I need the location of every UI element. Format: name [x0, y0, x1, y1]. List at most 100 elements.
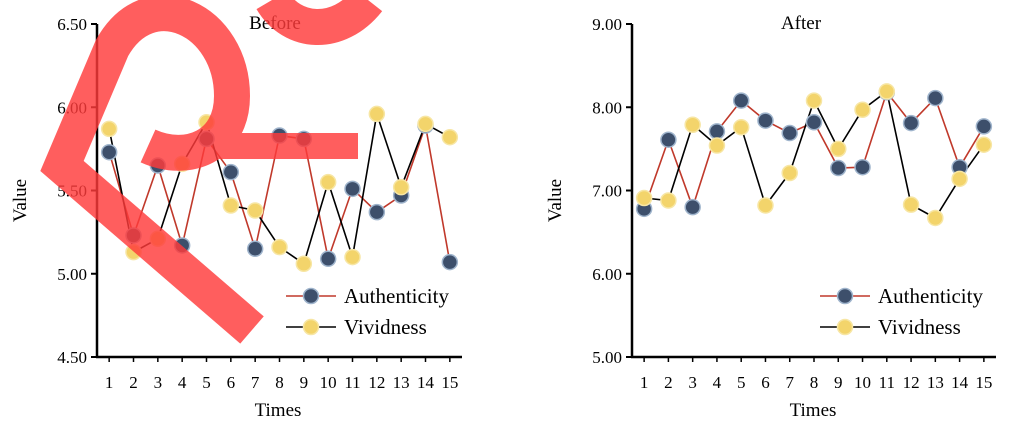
data-point-vividness	[222, 197, 240, 214]
data-point-vividness	[878, 83, 896, 100]
watermark-stroke-r	[40, 0, 264, 344]
legend-entry-authenticity: Authenticity	[286, 284, 449, 308]
data-point-authenticity	[344, 180, 361, 198]
data-point-authenticity	[781, 124, 798, 142]
legend-label: Vividness	[878, 315, 961, 339]
x-tick-label: 11	[879, 373, 895, 392]
x-tick-label: 6	[227, 373, 236, 392]
x-tick-label: 3	[688, 373, 697, 392]
x-tick-label: 9	[300, 373, 309, 392]
data-point-vividness	[902, 196, 920, 213]
x-tick-label: 8	[810, 373, 819, 392]
legend-label: Vividness	[344, 315, 427, 339]
chart-panel-after: 5.006.007.008.009.001 2 3 4 5 6 7 8 9 10 11 12 13 14 1…	[545, 13, 996, 421]
x-tick-label: 11	[344, 373, 360, 392]
legend-label: Authenticity	[344, 284, 449, 308]
x-tick-label: 5	[202, 373, 211, 392]
data-point-authenticity	[319, 250, 337, 268]
x-tick-label: 14	[417, 373, 435, 392]
data-point-vividness	[732, 118, 750, 136]
y-axis-title: Value	[10, 179, 31, 222]
data-point-vividness	[100, 120, 118, 138]
data-point-vividness	[757, 197, 774, 214]
x-tick-label: 2	[664, 373, 673, 392]
data-point-authenticity	[757, 112, 774, 129]
data-point-authenticity	[441, 253, 459, 271]
watermark-logo	[40, 0, 383, 344]
x-tick-label: 12	[903, 373, 920, 392]
data-point-authenticity	[708, 123, 726, 140]
y-tick-label: 6.00	[592, 265, 622, 284]
y-tick-label: 6.50	[57, 15, 87, 34]
legend-entry-authenticity: Authenticity	[820, 284, 983, 308]
legend-marker	[836, 318, 854, 336]
data-point-vividness	[660, 192, 677, 209]
series-line-authenticity	[643, 90, 985, 210]
data-point-authenticity	[830, 159, 847, 177]
x-tick-label: 15	[441, 373, 458, 392]
data-point-vividness	[975, 136, 993, 153]
x-tick-label: 7	[785, 373, 794, 392]
data-point-vividness	[246, 202, 264, 219]
data-point-authenticity	[368, 203, 386, 221]
y-tick-label: 7.00	[592, 182, 622, 201]
data-point-vividness	[951, 170, 968, 188]
data-point-authenticity	[222, 163, 240, 181]
data-point-vividness	[781, 164, 798, 182]
legend-entry-vividness: Vividness	[286, 315, 427, 339]
y-tick-label: 5.00	[592, 348, 622, 367]
x-tick-label: 13	[393, 373, 410, 392]
data-point-vividness	[854, 101, 871, 118]
data-point-authenticity	[902, 114, 920, 132]
legend-entry-vividness: Vividness	[820, 315, 961, 339]
x-tick-label: 1	[105, 373, 114, 392]
x-tick-label: 10	[854, 373, 871, 392]
x-axis-title: Times	[790, 400, 837, 421]
data-point-authenticity	[854, 158, 871, 176]
y-tick-label: 5.00	[57, 265, 87, 284]
x-tick-label: 9	[834, 373, 843, 392]
chart-title: After	[781, 13, 822, 34]
data-point-vividness	[805, 92, 823, 109]
data-point-authenticity	[975, 118, 993, 135]
legend-label: Authenticity	[878, 284, 983, 308]
watermark-stroke-e	[256, 0, 383, 45]
data-point-vividness	[927, 209, 944, 227]
x-tick-label: 12	[368, 373, 385, 392]
data-point-authenticity	[684, 198, 701, 216]
x-tick-label: 8	[275, 373, 284, 392]
x-tick-label: 15	[975, 373, 992, 392]
data-point-authenticity	[927, 89, 944, 107]
y-tick-label: 8.00	[592, 98, 622, 117]
data-point-vividness	[830, 140, 847, 158]
y-tick-label: 9.00	[592, 15, 622, 34]
data-point-vividness	[417, 115, 434, 133]
legend-marker	[836, 287, 854, 305]
x-tick-label: 6	[761, 373, 770, 392]
data-point-vividness	[295, 255, 313, 273]
data-point-vividness	[344, 248, 361, 266]
legend-marker	[302, 318, 320, 336]
data-point-vividness	[441, 128, 459, 146]
x-tick-label: 5	[737, 373, 746, 392]
data-point-vividness	[392, 178, 410, 196]
y-tick-label: 4.50	[57, 348, 87, 367]
data-point-vividness	[635, 189, 653, 207]
data-point-vividness	[271, 238, 288, 256]
x-axis-title: Times	[255, 400, 302, 421]
data-point-vividness	[319, 173, 337, 191]
data-point-vividness	[368, 105, 386, 123]
data-point-authenticity	[660, 131, 677, 148]
legend-marker	[302, 287, 320, 305]
data-point-authenticity	[805, 113, 823, 131]
x-tick-label: 13	[927, 373, 944, 392]
x-tick-label: 4	[178, 373, 187, 392]
x-tick-label: 2	[129, 373, 138, 392]
data-point-vividness	[708, 137, 726, 154]
x-tick-label: 10	[320, 373, 337, 392]
data-point-authenticity	[732, 92, 750, 109]
x-tick-label: 4	[713, 373, 722, 392]
data-point-vividness	[684, 116, 701, 133]
data-point-authenticity	[246, 240, 264, 258]
